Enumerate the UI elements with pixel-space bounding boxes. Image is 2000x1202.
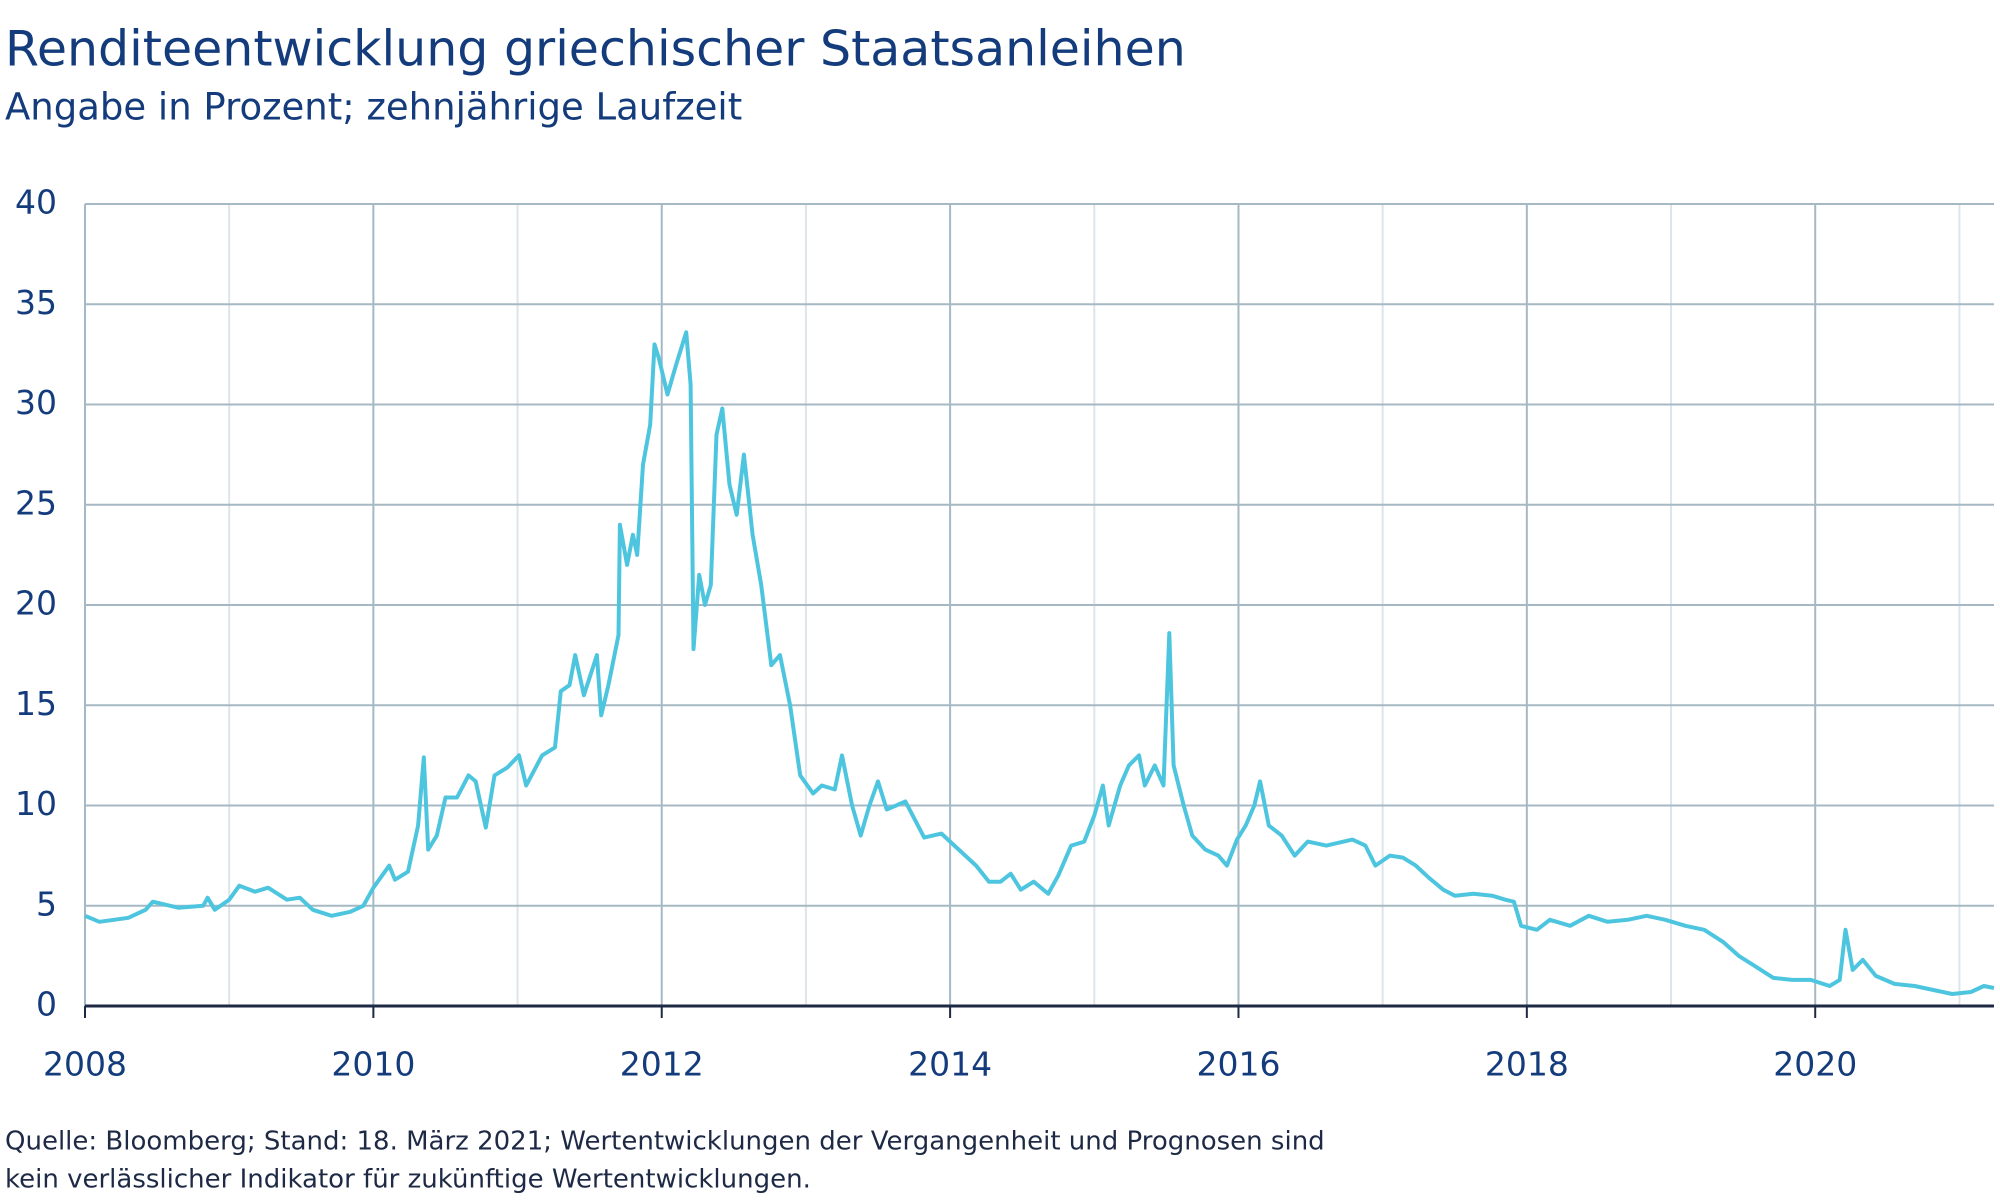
y-tick-label: 35 <box>15 283 57 322</box>
x-tick-label: 2020 <box>1773 1045 1857 1084</box>
x-tick-label: 2008 <box>43 1045 127 1084</box>
y-tick-label: 25 <box>15 483 57 522</box>
y-tick-label: 40 <box>15 183 57 222</box>
source-note: Quelle: Bloomberg; Stand: 18. März 2021;… <box>5 1127 1325 1157</box>
chart-title: Renditeentwicklung griechischer Staatsan… <box>5 21 1186 78</box>
x-tick-label: 2014 <box>908 1045 992 1084</box>
y-tick-label: 10 <box>15 784 57 823</box>
y-tick-label: 20 <box>15 584 57 623</box>
x-tick-label: 2010 <box>331 1045 415 1084</box>
line-series <box>84 330 1995 996</box>
x-tick-label: 2016 <box>1196 1045 1280 1084</box>
y-tick-label: 15 <box>15 684 57 723</box>
y-tick-label: 0 <box>36 985 57 1024</box>
source-note: kein verlässlicher Indikator für zukünft… <box>5 1165 811 1195</box>
chart-subtitle: Angabe in Prozent; zehnjährige Laufzeit <box>5 86 742 129</box>
x-tick-label: 2018 <box>1485 1045 1569 1084</box>
y-tick-label: 5 <box>36 884 57 923</box>
x-tick-label: 2012 <box>620 1045 704 1084</box>
y-tick-label: 30 <box>15 383 57 422</box>
